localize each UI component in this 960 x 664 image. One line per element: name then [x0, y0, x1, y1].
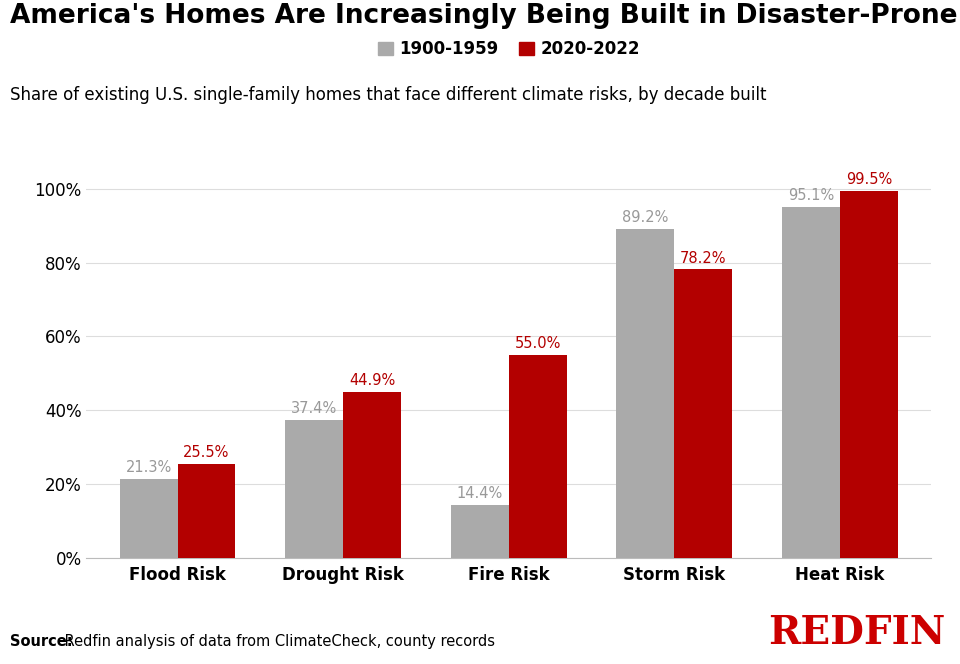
Bar	[509, 355, 566, 558]
Text: 44.9%: 44.9%	[349, 373, 396, 388]
Bar	[343, 392, 401, 558]
Text: 55.0%: 55.0%	[515, 336, 561, 351]
Text: 78.2%: 78.2%	[681, 250, 727, 266]
Text: Source:: Source:	[10, 634, 72, 649]
Bar	[285, 420, 343, 558]
Bar	[782, 207, 840, 558]
Text: 14.4%: 14.4%	[457, 486, 503, 501]
Legend: 1900-1959, 2020-2022: 1900-1959, 2020-2022	[377, 41, 640, 58]
Bar	[675, 270, 732, 558]
Text: 21.3%: 21.3%	[126, 461, 172, 475]
Bar	[616, 228, 675, 558]
Text: 25.5%: 25.5%	[183, 445, 229, 460]
Text: 37.4%: 37.4%	[291, 401, 337, 416]
Text: REDFIN: REDFIN	[768, 614, 946, 652]
Bar	[178, 463, 235, 558]
Text: America's Homes Are Increasingly Being Built in Disaster-Prone Areas: America's Homes Are Increasingly Being B…	[10, 3, 960, 29]
Bar	[840, 191, 898, 558]
Text: Redfin analysis of data from ClimateCheck, county records: Redfin analysis of data from ClimateChec…	[60, 634, 494, 649]
Text: 89.2%: 89.2%	[622, 210, 669, 225]
Text: 99.5%: 99.5%	[846, 172, 892, 187]
Text: 95.1%: 95.1%	[788, 189, 834, 203]
Text: Share of existing U.S. single-family homes that face different climate risks, by: Share of existing U.S. single-family hom…	[10, 86, 766, 104]
Bar	[120, 479, 178, 558]
Bar	[451, 505, 509, 558]
